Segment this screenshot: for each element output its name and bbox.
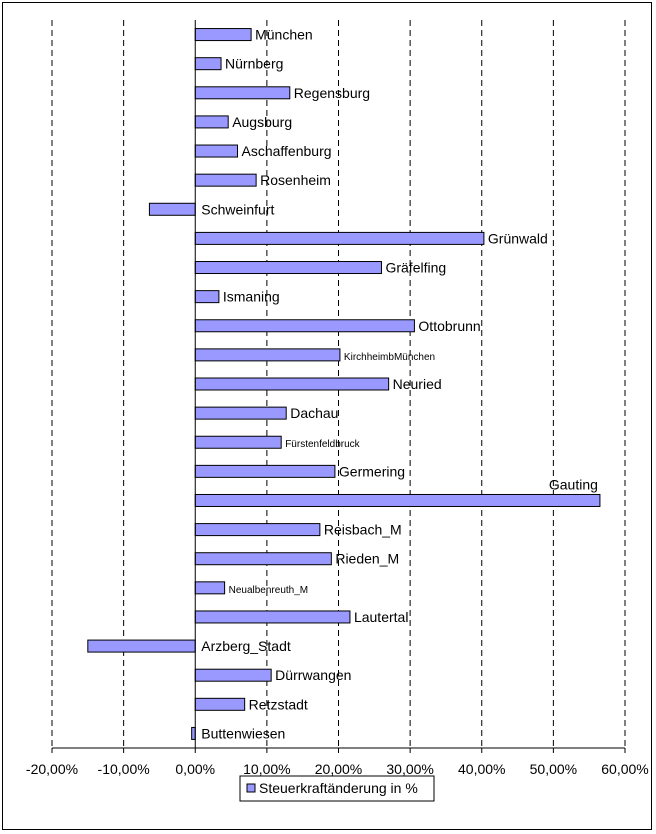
category-label: Retzstadt — [249, 696, 308, 712]
category-label: Neualbenreuth_M — [229, 585, 309, 596]
category-label: Rieden_M — [335, 551, 399, 567]
bar — [148, 202, 196, 216]
bar — [194, 668, 272, 682]
bar — [194, 523, 321, 537]
x-tick-label: 20,00% — [315, 761, 362, 777]
category-label: Ottobrunn — [418, 318, 480, 334]
legend: Steuerkraftänderung in % — [239, 775, 435, 802]
category-label: KirchheimbMünchen — [344, 352, 435, 363]
category-label: München — [255, 27, 313, 43]
bar — [194, 406, 287, 420]
bar — [194, 493, 601, 507]
bar — [194, 697, 246, 711]
bar — [194, 57, 222, 71]
bar — [191, 726, 196, 740]
bar — [194, 86, 291, 100]
category-label: Neuried — [393, 376, 442, 392]
category-label: Arzberg_Stadt — [201, 638, 291, 654]
bar — [194, 435, 282, 449]
bar — [194, 115, 229, 129]
category-label: Gräfelfing — [385, 260, 446, 276]
category-label: Aschaffenburg — [242, 143, 332, 159]
category-label: Regensburg — [294, 85, 370, 101]
legend-swatch — [246, 783, 256, 793]
category-label: Dachau — [290, 405, 338, 421]
category-label: Schweinfurt — [201, 201, 274, 217]
bar — [194, 261, 382, 275]
bar — [194, 319, 415, 333]
x-tick-label: -10,00% — [98, 761, 150, 777]
category-label: Lautertal — [354, 609, 408, 625]
bar — [194, 610, 351, 624]
bar — [194, 348, 341, 362]
category-label: Germering — [339, 463, 405, 479]
bar — [194, 552, 332, 566]
legend-box — [239, 775, 435, 802]
category-label: Ismaning — [223, 289, 280, 305]
x-tick-label: -20,00% — [26, 761, 78, 777]
category-label: Fürstenfeldbruck — [285, 439, 360, 450]
bar — [87, 639, 196, 653]
bar — [194, 28, 252, 42]
category-label: Dürrwangen — [275, 667, 351, 683]
category-label: Rosenheim — [260, 172, 331, 188]
category-label: Grünwald — [488, 230, 548, 246]
bar — [194, 231, 485, 245]
category-label: Augsburg — [232, 114, 292, 130]
x-tick-label: 60,00% — [601, 761, 648, 777]
category-label: Gauting — [549, 476, 598, 492]
bar — [194, 290, 220, 304]
bar — [194, 377, 390, 391]
x-tick-label: 0,00% — [175, 761, 215, 777]
legend-label: Steuerkraftänderung in % — [259, 780, 418, 796]
category-label: Nürnberg — [225, 56, 283, 72]
bar — [194, 173, 257, 187]
x-axis: -20,00% -10,00% 0,00% 10,00% 20,00% 30,00% 40,… — [26, 20, 649, 777]
bar — [194, 464, 336, 478]
bars — [87, 28, 601, 740]
x-tick-label: 10,00% — [243, 761, 290, 777]
x-tick-label: 50,00% — [530, 761, 577, 777]
category-label: Reisbach_M — [324, 522, 402, 538]
x-tick-label: 40,00% — [458, 761, 505, 777]
category-label: Buttenwiesen — [201, 725, 285, 741]
x-tick-label: 30,00% — [386, 761, 433, 777]
bar — [194, 581, 226, 595]
bar — [194, 144, 239, 158]
